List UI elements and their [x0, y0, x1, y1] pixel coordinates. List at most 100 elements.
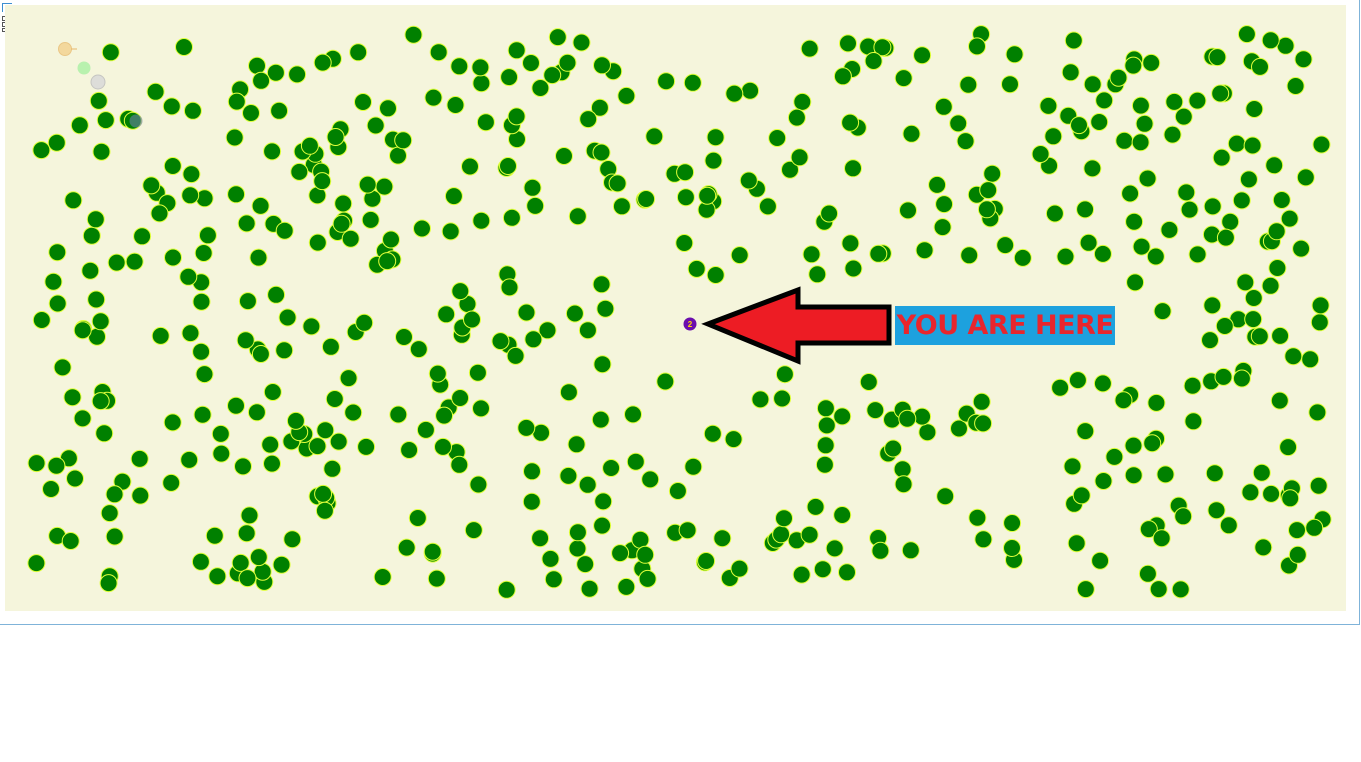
green-dot: [450, 57, 469, 76]
green-dot: [472, 74, 491, 93]
green-dot: [790, 148, 809, 167]
green-dot: [198, 226, 217, 245]
green-dot: [195, 365, 214, 384]
green-dot: [358, 175, 377, 194]
green-dot: [637, 190, 656, 208]
green-dot: [959, 75, 978, 94]
green-dot: [1265, 156, 1284, 175]
green-dot: [491, 332, 510, 351]
green-dot: [1003, 539, 1021, 557]
green-dot: [1143, 434, 1162, 453]
green-dot: [772, 525, 791, 544]
green-dot: [234, 457, 252, 476]
green-dot: [1309, 476, 1328, 495]
green-dot: [706, 266, 725, 284]
green-dot: [559, 466, 578, 485]
green-dot: [1310, 313, 1329, 332]
green-dot: [500, 278, 519, 297]
green-dot: [576, 555, 595, 574]
green-dot: [1184, 412, 1203, 431]
green-dot: [263, 383, 282, 401]
green-dot: [180, 450, 199, 469]
green-dot: [151, 326, 170, 345]
green-dot: [725, 84, 744, 103]
green-dot: [1146, 247, 1165, 266]
player[interactable]: 2: [683, 317, 697, 331]
green-dot: [713, 529, 732, 548]
game-field[interactable]: 2 YOU ARE HERE: [5, 5, 1346, 611]
green-dot: [92, 142, 111, 161]
green-dot: [1076, 200, 1095, 219]
green-dot: [684, 457, 703, 476]
green-dot: [1132, 237, 1151, 256]
green-dot: [101, 43, 120, 62]
green-dot: [252, 71, 271, 90]
green-dot: [522, 492, 541, 511]
green-dot: [1174, 507, 1193, 526]
green-dot: [1296, 168, 1315, 187]
faded-dot-grey: [90, 74, 106, 90]
green-dot: [1301, 350, 1320, 369]
green-dot: [429, 43, 448, 62]
green-dot: [1121, 184, 1140, 203]
green-dot: [956, 132, 975, 151]
green-dot: [476, 113, 495, 132]
green-dot: [192, 342, 211, 361]
green-dot: [544, 570, 563, 589]
green-dot: [1288, 521, 1306, 540]
green-dot: [471, 58, 490, 77]
green-dot: [499, 157, 517, 175]
green-dot: [349, 43, 368, 62]
green-dot: [247, 403, 266, 422]
green-dot: [472, 399, 490, 418]
green-dot: [838, 563, 856, 582]
green-dot: [898, 409, 917, 428]
green-dot: [678, 521, 697, 540]
green-dot: [1063, 457, 1082, 476]
green-dot: [1205, 464, 1224, 483]
green-dot: [463, 310, 481, 329]
green-dot: [32, 311, 51, 329]
green-dot: [800, 525, 819, 544]
green-dot: [1135, 114, 1154, 133]
green-dot: [687, 259, 706, 278]
green-dot: [278, 308, 297, 327]
green-dot: [163, 157, 182, 175]
green-dot: [815, 455, 834, 474]
green-dot: [531, 79, 550, 97]
green-dot: [1267, 222, 1286, 241]
green-dot: [133, 227, 152, 246]
green-dot: [1188, 91, 1207, 110]
green-dot: [1183, 376, 1202, 395]
green-dot: [1093, 374, 1112, 393]
green-dot: [193, 405, 212, 424]
green-dot: [936, 487, 955, 506]
green-dot: [344, 403, 363, 422]
green-dot: [793, 92, 812, 111]
green-dot: [437, 305, 456, 324]
game-field-canvas[interactable]: 2: [5, 5, 1346, 611]
green-dot: [543, 66, 562, 85]
green-dot: [960, 246, 979, 265]
green-dot: [435, 406, 454, 425]
green-dot: [47, 456, 66, 475]
green-dot: [323, 459, 342, 478]
green-dot: [1241, 483, 1260, 502]
green-dot: [321, 337, 340, 356]
green-dot: [751, 390, 770, 409]
green-dot: [227, 396, 245, 415]
green-dot: [1252, 463, 1271, 482]
green-dot: [397, 538, 416, 557]
green-dot: [302, 317, 321, 336]
green-dot: [205, 526, 224, 545]
green-dot: [461, 157, 479, 176]
green-dot: [657, 72, 676, 91]
green-dot: [1093, 244, 1112, 263]
green-dot: [237, 214, 256, 233]
green-dot: [339, 369, 358, 388]
green-dot: [355, 313, 374, 332]
green-dot: [626, 452, 645, 471]
green-dot: [182, 165, 201, 184]
green-dot: [308, 233, 327, 252]
player-dot[interactable]: [683, 317, 697, 331]
